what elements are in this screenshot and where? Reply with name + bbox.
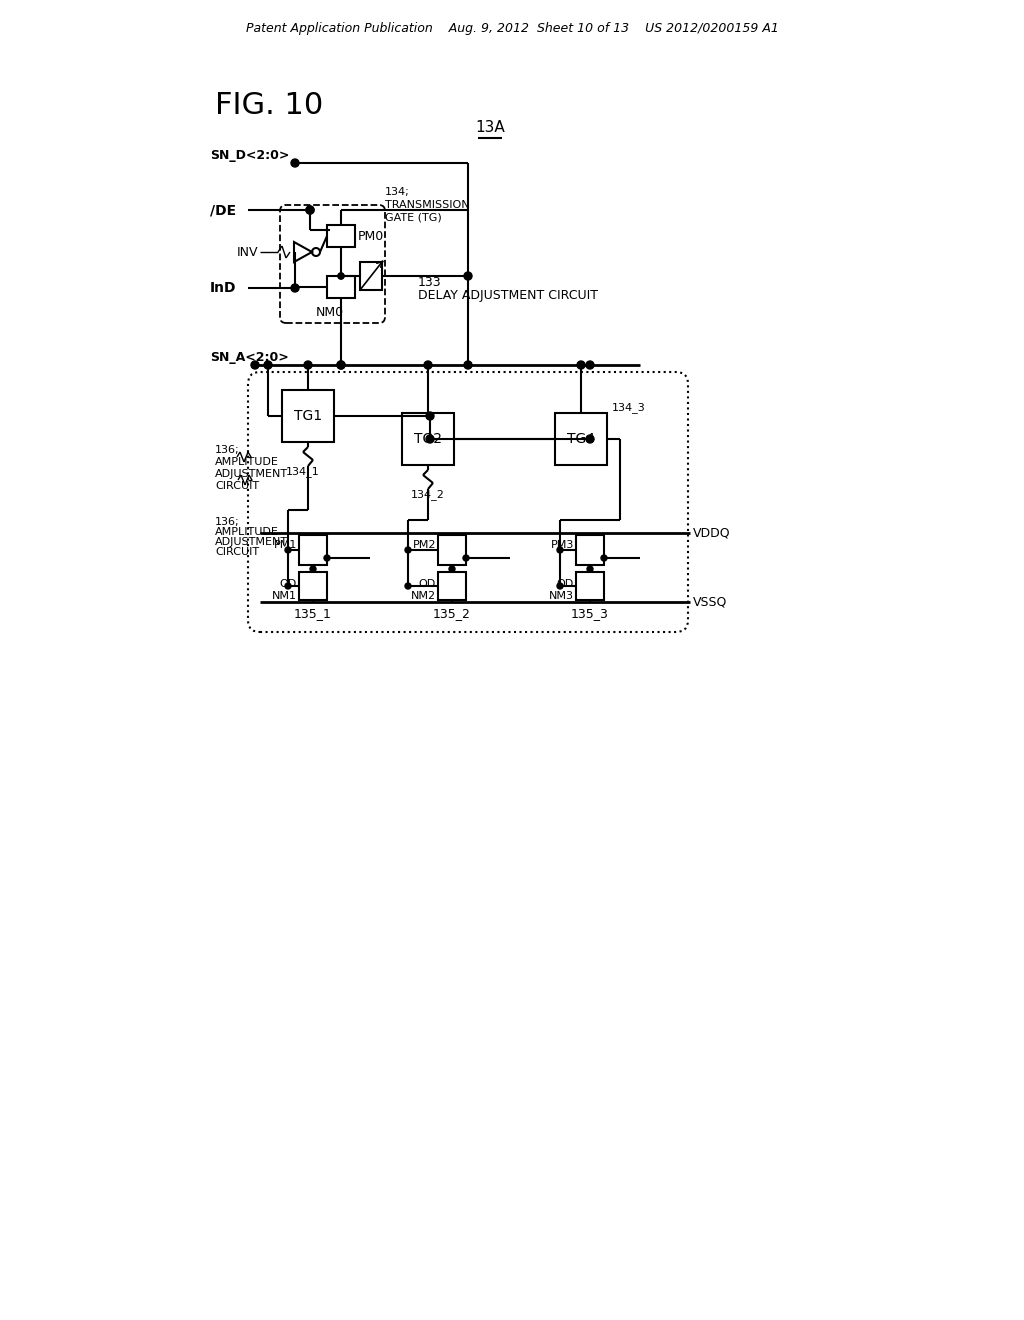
Text: 135_2: 135_2 <box>433 607 471 620</box>
FancyBboxPatch shape <box>280 205 385 323</box>
Text: 134;: 134; <box>385 187 410 197</box>
Text: TG4: TG4 <box>567 432 595 446</box>
Text: InD: InD <box>210 281 237 294</box>
Text: NM2: NM2 <box>411 591 436 601</box>
Circle shape <box>577 360 585 370</box>
Circle shape <box>285 546 291 553</box>
Text: NM1: NM1 <box>272 591 297 601</box>
Text: 13A: 13A <box>475 120 505 136</box>
Text: TG2: TG2 <box>414 432 442 446</box>
Text: INV: INV <box>237 246 258 259</box>
Circle shape <box>557 583 563 589</box>
Text: TRANSMISSION: TRANSMISSION <box>385 201 470 210</box>
Text: VDDQ: VDDQ <box>693 527 731 540</box>
Circle shape <box>463 554 469 561</box>
Circle shape <box>264 360 272 370</box>
Bar <box>360 261 382 290</box>
Text: PM0: PM0 <box>358 230 384 243</box>
Text: OD: OD <box>280 579 297 589</box>
Text: 135_1: 135_1 <box>294 607 332 620</box>
Circle shape <box>406 583 411 589</box>
Text: PM2: PM2 <box>413 540 436 550</box>
Text: 134_1: 134_1 <box>286 466 319 478</box>
Text: /DE: /DE <box>210 203 237 216</box>
Text: OD: OD <box>557 579 574 589</box>
Circle shape <box>310 566 316 572</box>
Circle shape <box>426 436 434 444</box>
Text: 136;: 136; <box>215 445 240 455</box>
Bar <box>299 535 327 565</box>
Bar <box>438 572 466 601</box>
Text: DELAY ADJUSTMENT CIRCUIT: DELAY ADJUSTMENT CIRCUIT <box>418 289 598 302</box>
Bar <box>402 413 454 465</box>
Text: 133: 133 <box>418 276 441 289</box>
Text: NM3: NM3 <box>549 591 574 601</box>
Text: NM0: NM0 <box>316 305 344 318</box>
Text: GATE (TG): GATE (TG) <box>385 213 441 222</box>
Circle shape <box>306 206 314 214</box>
Text: VSSQ: VSSQ <box>693 595 727 609</box>
Text: PM1: PM1 <box>273 540 297 550</box>
Bar <box>555 413 607 465</box>
Bar <box>299 572 327 601</box>
Bar <box>438 535 466 565</box>
Circle shape <box>426 412 434 420</box>
Circle shape <box>291 284 299 292</box>
Circle shape <box>406 546 411 553</box>
Circle shape <box>337 360 345 370</box>
Circle shape <box>306 206 314 214</box>
Circle shape <box>251 360 259 370</box>
Text: OD: OD <box>419 579 436 589</box>
Text: CIRCUIT: CIRCUIT <box>215 480 259 491</box>
Circle shape <box>424 360 432 370</box>
Bar <box>575 535 604 565</box>
Circle shape <box>337 360 345 370</box>
Text: CIRCUIT: CIRCUIT <box>215 546 259 557</box>
Circle shape <box>464 272 472 280</box>
Circle shape <box>464 360 472 370</box>
Text: TG1: TG1 <box>294 409 323 422</box>
FancyBboxPatch shape <box>248 372 688 632</box>
Text: FIG. 10: FIG. 10 <box>215 91 324 120</box>
Circle shape <box>338 273 344 279</box>
Text: AMPLITUDE: AMPLITUDE <box>215 457 279 467</box>
Text: ADJUSTMENT: ADJUSTMENT <box>215 469 288 479</box>
Text: ADJUSTMENT: ADJUSTMENT <box>215 537 288 546</box>
Text: 136;: 136; <box>215 517 240 527</box>
Circle shape <box>291 158 299 168</box>
Circle shape <box>324 554 330 561</box>
Circle shape <box>586 436 594 444</box>
Circle shape <box>601 554 607 561</box>
Circle shape <box>304 360 312 370</box>
Text: AMPLITUDE: AMPLITUDE <box>215 527 279 537</box>
Circle shape <box>449 566 455 572</box>
Bar <box>327 276 355 298</box>
Text: 135_3: 135_3 <box>571 607 609 620</box>
Circle shape <box>557 546 563 553</box>
Bar <box>282 389 334 442</box>
Text: PM3: PM3 <box>551 540 574 550</box>
Circle shape <box>587 566 593 572</box>
Bar <box>575 572 604 601</box>
Text: SN_A<2:0>: SN_A<2:0> <box>210 351 289 363</box>
Text: Patent Application Publication    Aug. 9, 2012  Sheet 10 of 13    US 2012/020015: Patent Application Publication Aug. 9, 2… <box>246 22 778 36</box>
Circle shape <box>338 273 344 279</box>
Text: SN_D<2:0>: SN_D<2:0> <box>210 149 290 161</box>
Text: 134_2: 134_2 <box>411 490 445 500</box>
Circle shape <box>285 583 291 589</box>
Circle shape <box>586 360 594 370</box>
Bar <box>327 224 355 247</box>
Text: 134_3: 134_3 <box>612 403 646 413</box>
